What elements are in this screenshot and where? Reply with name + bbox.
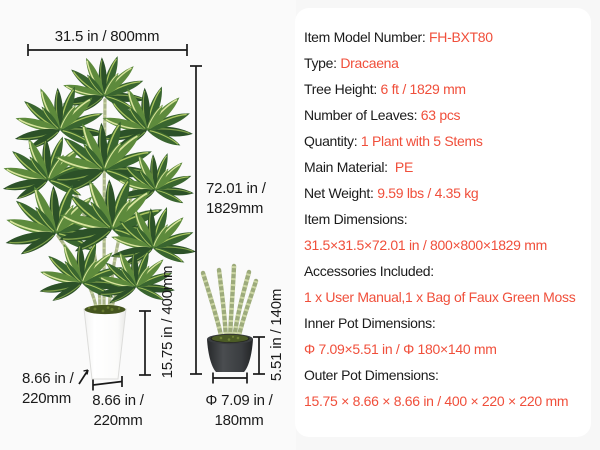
spec-row-net-weight: Net Weight: 9.59 lbs / 4.35 kg: [304, 180, 582, 206]
spec-value: Φ 7.09×5.51 in / Φ 180×140 mm: [304, 341, 497, 357]
spec-row-item-dimensions-value: 31.5×31.5×72.01 in / 800×800×1829 mm: [304, 232, 582, 258]
spec-card: Item Model Number: FH-BXT80 Type: Dracae…: [295, 8, 591, 437]
spec-value: 63 pcs: [420, 107, 461, 123]
spec-label: Quantity:: [304, 133, 361, 149]
spec-value: Dracaena: [340, 55, 399, 71]
outer-pot: [83, 304, 127, 380]
plant-width-label: 31.5 in / 800mm: [55, 28, 160, 45]
outer-pot-depth-label-line2: 220mm: [22, 390, 71, 407]
spec-label: Tree Height:: [304, 81, 381, 97]
spec-label: Type:: [304, 55, 341, 71]
spec-label: Accessories Included:: [304, 263, 434, 279]
outer-pot-width-label-line2: 220mm: [93, 412, 142, 429]
spec-value: 31.5×31.5×72.01 in / 800×800×1829 mm: [304, 237, 547, 253]
inner-pot: [200, 263, 259, 372]
spec-row-quantity: Quantity: 1 Plant with 5 Stems: [304, 128, 582, 154]
inner-pot-height-label: 5.51 in / 140m: [268, 289, 285, 381]
outer-pot-depth-line: [78, 369, 89, 385]
spec-label: Number of Leaves:: [304, 107, 421, 123]
spec-label: Item Dimensions:: [304, 211, 408, 227]
faux-plant-illustration: [2, 55, 196, 314]
spec-label: Outer Pot Dimensions:: [304, 367, 439, 383]
spec-row-accessories-label: Accessories Included:: [304, 258, 582, 284]
spec-row-tree-height: Tree Height: 6 ft / 1829 mm: [304, 76, 582, 102]
spec-value: 9.59 lbs / 4.35 kg: [377, 185, 479, 201]
spec-row-model-number: Item Model Number: FH-BXT80: [304, 24, 582, 50]
dimension-lines: [27, 44, 265, 391]
spec-row-outer-pot-value: 15.75 × 8.66 × 8.66 in / 400 × 220 × 220…: [304, 388, 582, 414]
spec-value: 1 Plant with 5 Stems: [360, 133, 483, 149]
spec-row-accessories-value: 1 x User Manual,1 x Bag of Faux Green Mo…: [304, 284, 582, 310]
spec-label: Item Model Number:: [304, 29, 430, 45]
spec-row-outer-pot-label: Outer Pot Dimensions:: [304, 362, 582, 388]
plant-height-label-line2: 1829mm: [206, 200, 263, 217]
spec-value: FH-BXT80: [429, 29, 493, 45]
spec-label: Net Weight:: [304, 185, 378, 201]
spec-row-item-dimensions-label: Item Dimensions:: [304, 206, 582, 232]
spec-value: 1 x User Manual,1 x Bag of Faux Green Mo…: [304, 289, 576, 305]
spec-row-main-material: Main Material: PE: [304, 154, 582, 180]
spec-row-inner-pot-value: Φ 7.09×5.51 in / Φ 180×140 mm: [304, 336, 582, 362]
plant-height-label-line1: 72.01 in /: [206, 180, 267, 197]
spec-label: Main Material:: [304, 159, 395, 175]
spec-value: 15.75 × 8.66 × 8.66 in / 400 × 220 × 220…: [304, 393, 569, 409]
inner-pot-diameter-label-line1: Φ 7.09 in /: [205, 392, 273, 409]
spec-row-inner-pot-label: Inner Pot Dimensions:: [304, 310, 582, 336]
outer-pot-height-label: 15.75 in / 400mm: [159, 266, 176, 379]
outer-pot-width-label-line1: 8.66 in /: [92, 392, 145, 409]
outer-pot-moss: [84, 304, 126, 315]
spec-row-number-of-leaves: Number of Leaves: 63 pcs: [304, 102, 582, 128]
inner-pot-diameter-label-line2: 180mm: [214, 412, 263, 429]
spec-row-type: Type: Dracaena: [304, 50, 582, 76]
spec-value: PE: [394, 159, 413, 175]
inner-pot-stems: [200, 263, 259, 343]
plant-stem-texture: [56, 99, 152, 313]
inner-pot-stem-texture: [200, 265, 259, 341]
dimension-diagram: 31.5 in / 800mm 72.01 in / 1829mm 15.75 …: [0, 0, 296, 450]
spec-value: 6 ft / 1829 mm: [380, 81, 467, 97]
outer-pot-width-line: [92, 380, 123, 386]
inner-pot-moss: [211, 334, 249, 343]
outer-pot-depth-label-line1: 8.66 in /: [22, 370, 75, 387]
spec-label: Inner Pot Dimensions:: [304, 315, 436, 331]
dimension-labels: 31.5 in / 800mm 72.01 in / 1829mm 15.75 …: [22, 28, 285, 429]
